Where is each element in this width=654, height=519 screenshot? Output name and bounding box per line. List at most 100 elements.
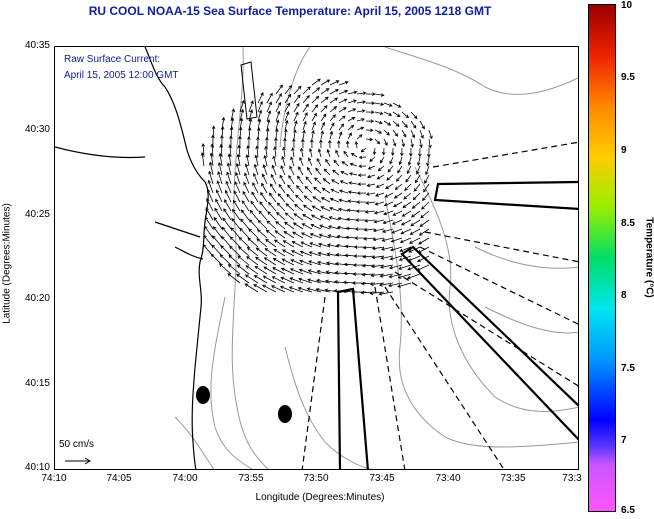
- current-vector-arrow: [343, 150, 349, 158]
- current-vector-arrow: [372, 237, 385, 242]
- current-vector-arrow: [308, 260, 322, 266]
- current-vector-arrow: [218, 263, 232, 275]
- current-vector-arrow: [361, 263, 376, 268]
- current-vector-arrow: [347, 124, 355, 131]
- current-vector-arrow: [375, 183, 385, 188]
- current-vector-arrow: [257, 118, 262, 131]
- current-vector-arrow: [356, 126, 365, 131]
- current-vector-arrow: [365, 128, 374, 132]
- colorbar-label: Temperature (°C): [643, 217, 654, 298]
- current-vector-arrow: [242, 190, 250, 203]
- current-vector-arrow: [297, 286, 313, 293]
- current-vector-arrow: [264, 248, 277, 257]
- current-vector-arrow: [215, 189, 223, 203]
- ship-track-boxes: [336, 180, 578, 469]
- current-vector-arrow: [308, 147, 313, 158]
- current-vector-arrow: [207, 179, 214, 194]
- current-vector-arrow: [329, 130, 334, 140]
- current-vector-arrow: [286, 193, 295, 203]
- current-vector-arrow: [291, 147, 295, 158]
- current-vector-arrow: [379, 156, 385, 164]
- current-vector-arrow: [383, 102, 393, 107]
- current-vector-arrow: [238, 135, 242, 149]
- current-vector-arrow: [338, 123, 345, 131]
- current-vector-arrow: [293, 129, 297, 140]
- current-vector-arrow: [309, 233, 322, 239]
- current-vector-arrow: [346, 217, 358, 222]
- x-tick-label: 73:50: [303, 473, 329, 484]
- current-vector-arrow: [227, 153, 232, 167]
- current-vector-arrow: [357, 182, 367, 186]
- current-vector-arrow: [363, 236, 376, 241]
- current-vector-arrow: [347, 90, 358, 95]
- current-vector-arrow: [409, 228, 421, 235]
- current-vector-arrow: [387, 165, 394, 173]
- current-vector-arrow: [416, 264, 430, 271]
- current-vector-arrow: [364, 219, 376, 223]
- current-vector-arrow: [419, 129, 424, 139]
- current-vector-arrow: [290, 250, 304, 257]
- current-vector-arrow: [257, 109, 263, 122]
- current-vector-arrow: [381, 237, 394, 242]
- current-vector-arrow: [410, 129, 415, 139]
- current-vector-arrow: [391, 219, 403, 225]
- current-vector-arrow: [252, 182, 259, 194]
- current-vector-arrow: [306, 166, 313, 176]
- current-vector-arrow: [383, 111, 393, 116]
- current-vector-arrow: [373, 210, 385, 215]
- current-vector-arrow: [410, 219, 421, 227]
- current-vector-arrow: [337, 216, 349, 221]
- current-vector-arrow: [428, 138, 432, 149]
- current-vector-arrow: [230, 108, 235, 122]
- contour-line: [210, 296, 253, 469]
- annotation-line2: April 15, 2005 12:00 GMT: [64, 70, 179, 81]
- y-tick-label: 40:15: [24, 378, 50, 389]
- current-vector-arrow: [239, 108, 244, 122]
- current-vector-arrow: [406, 273, 421, 280]
- current-vector-arrow: [224, 199, 232, 212]
- current-vector-arrow: [424, 174, 430, 184]
- current-vector-arrow: [293, 85, 302, 95]
- current-vector-arrow: [284, 221, 295, 230]
- current-vector-arrow: [275, 211, 286, 221]
- dashed-line: [384, 286, 505, 469]
- colorbar-tick-label: 7.5: [621, 363, 635, 374]
- current-vector-arrow: [372, 147, 377, 156]
- x-tick-label: 74:00: [172, 473, 198, 484]
- current-vector-arrow: [317, 251, 331, 257]
- current-vector-arrow: [320, 113, 327, 122]
- current-vector-arrow: [225, 180, 232, 194]
- current-vector-arrow: [410, 111, 418, 120]
- track-box: [336, 287, 369, 469]
- current-vector-arrow: [320, 130, 324, 140]
- x-tick-label: 73:3: [562, 473, 582, 484]
- current-vector-arrow: [279, 174, 286, 185]
- current-vector-arrow: [217, 161, 223, 176]
- current-vector-arrow: [303, 195, 313, 203]
- current-vector-arrow: [249, 209, 259, 221]
- current-vector-arrow: [411, 210, 421, 218]
- current-vector-arrow: [367, 165, 376, 170]
- current-vector-arrow: [326, 243, 340, 248]
- current-vector-arrow: [376, 174, 385, 180]
- current-vector-arrow: [383, 210, 394, 216]
- current-vector-arrow: [295, 194, 304, 203]
- current-vector-arrow: [246, 144, 250, 158]
- y-tick-label: 40:20: [24, 293, 50, 304]
- current-vector-arrow: [257, 219, 268, 230]
- current-vector-arrow: [236, 273, 250, 284]
- current-vector-arrow: [275, 110, 281, 122]
- current-vector-arrow: [307, 269, 322, 275]
- current-vector-arrow: [257, 92, 264, 104]
- current-vector-arrow: [300, 232, 313, 239]
- current-vector-arrow: [289, 165, 295, 176]
- current-vector-arrow: [247, 237, 259, 248]
- dashed-line: [432, 141, 578, 168]
- current-vector-arrow: [329, 114, 336, 122]
- current-vector-arrow: [319, 224, 331, 230]
- current-vector-arrow: [302, 214, 313, 221]
- current-vector-arrow: [402, 201, 412, 208]
- current-vector-arrow: [284, 102, 291, 113]
- current-vector-arrow: [373, 219, 385, 224]
- current-vector-arrow: [347, 132, 352, 140]
